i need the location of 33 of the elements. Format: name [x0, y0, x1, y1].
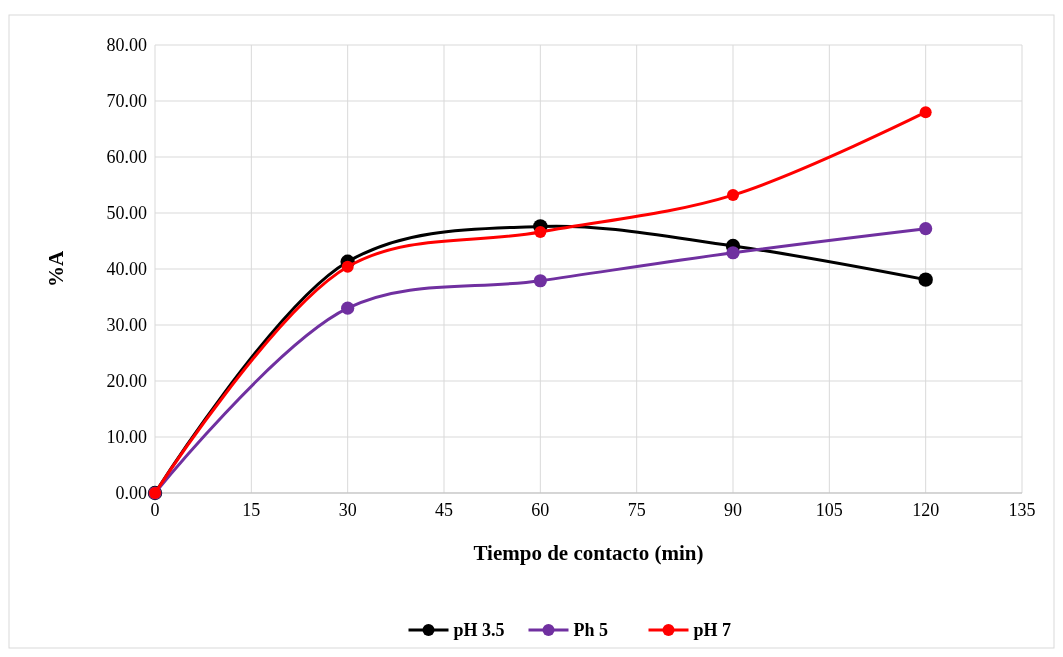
x-tick-label: 75	[627, 500, 646, 520]
y-tick-label: 30.00	[106, 315, 147, 335]
point	[919, 222, 933, 236]
point	[341, 260, 354, 273]
x-tick-label: 0	[150, 500, 160, 520]
y-tick-label: 20.00	[106, 371, 147, 391]
x-tick-label: 30	[338, 500, 357, 520]
point	[918, 272, 933, 287]
y-tick-label: 70.00	[106, 91, 147, 111]
x-tick-label: 15	[242, 500, 261, 520]
point	[919, 106, 932, 119]
point	[726, 246, 740, 260]
point	[341, 301, 355, 315]
y-tick-label: 60.00	[106, 147, 147, 167]
x-tick-label: 105	[815, 500, 843, 520]
x-tick-label: 45	[435, 500, 453, 520]
y-axis-title: %A	[44, 250, 68, 288]
x-tick-label: 135	[1008, 500, 1036, 520]
point	[533, 274, 547, 288]
y-tick-label: 40.00	[106, 259, 147, 279]
x-tick-label: 120	[912, 500, 940, 520]
y-tick-label: 0.00	[115, 483, 147, 503]
x-tick-label: 60	[531, 500, 550, 520]
point	[534, 226, 547, 239]
legend-label: Ph 5	[573, 620, 609, 640]
point	[727, 189, 739, 202]
x-axis-title: Tiempo de contacto (min)	[473, 541, 704, 565]
y-tick-label: 80.00	[106, 35, 147, 55]
legend-label: pH 7	[693, 620, 732, 640]
y-tick-label: 10.00	[106, 427, 147, 447]
x-tick-label: 90	[724, 500, 742, 520]
legend-label: pH 3.5	[453, 620, 505, 640]
y-tick-label: 50.00	[106, 203, 147, 223]
